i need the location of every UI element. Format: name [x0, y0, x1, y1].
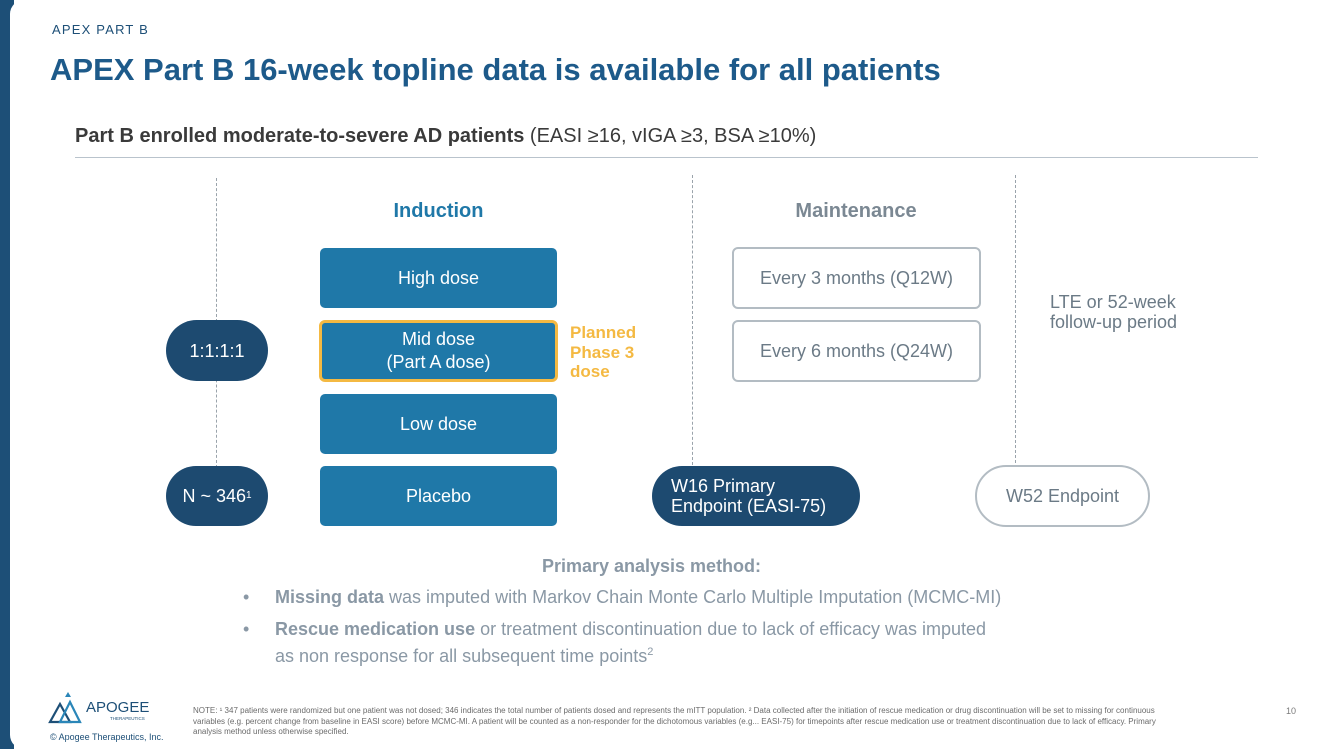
randomization-ratio-pill: 1:1:1:1 [166, 320, 268, 381]
bullet1-bold: Missing data [275, 587, 385, 607]
logo-subtext: THERAPEUTICS [110, 716, 145, 721]
maintenance-heading: Maintenance [795, 200, 917, 222]
q12w-label: Every 3 months (Q12W) [759, 267, 954, 288]
placebo-label: Placebo [405, 485, 472, 506]
page-title: APEX Part B 16-week topline data is avai… [50, 52, 941, 87]
w52-endpoint-pill: W52 Endpoint [975, 465, 1150, 527]
mid-dose-line2: (Part A dose) [386, 352, 491, 372]
planned-line2: Phase 3 [570, 342, 635, 362]
logo-wordmark: APOGEE [86, 699, 149, 716]
page-number: 10 [1286, 706, 1297, 716]
w16-line1: W16 Primary [671, 476, 776, 496]
randomization-ratio: 1:1:1:1 [189, 340, 245, 361]
planned-line1: Planned [570, 323, 637, 342]
q24w-label: Every 6 months (Q24W) [759, 340, 954, 361]
q24w-box: Every 6 months (Q24W) [732, 320, 981, 382]
analysis-bullet-missing-data: • Missing data was imputed with Markov C… [243, 586, 1002, 609]
copyright-text: © Apogee Therapeutics, Inc. [50, 732, 164, 742]
mid-dose-box: Mid dose (Part A dose) [319, 320, 558, 382]
subtitle-bold: Part B enrolled moderate-to-severe AD pa… [75, 125, 525, 147]
bullet-dot: • [243, 587, 250, 607]
bullet2-footnote: 2 [647, 646, 654, 658]
subtitle-criteria: (EASI ≥16, vIGA ≥3, BSA ≥10%) [524, 125, 817, 147]
planned-line3: dose [570, 362, 610, 381]
bullet2-line2: as non response for all subsequent time … [275, 641, 986, 668]
timeline-divider-w16 [692, 175, 693, 465]
bullet2-line2-text: as non response for all subsequent time … [275, 646, 648, 666]
analysis-bullet-rescue-medication: • Rescue medication use or treatment dis… [243, 618, 986, 668]
w52-endpoint-label: W52 Endpoint [1005, 486, 1120, 506]
placebo-box: Placebo [320, 466, 557, 526]
bullet2-text: or treatment discontinuation due to lack… [475, 619, 987, 639]
bullet2-bold: Rescue medication use [275, 619, 476, 639]
w16-primary-endpoint-pill: W16 Primary Endpoint (EASI-75) [652, 466, 860, 526]
q12w-box: Every 3 months (Q12W) [732, 247, 981, 309]
sample-size-text: N ~ 346 [182, 486, 246, 506]
bullet2-line1: Rescue medication use or treatment disco… [275, 618, 986, 641]
header-divider [75, 157, 1258, 158]
lte-followup-label: LTE or 52-week follow-up period [1050, 292, 1177, 332]
section-kicker: APEX PART B [52, 22, 150, 37]
high-dose-label: High dose [397, 267, 480, 288]
mid-dose-label: Mid dose (Part A dose) [386, 328, 490, 374]
w16-line2: Endpoint (EASI-75) [671, 496, 827, 516]
w16-endpoint-label: W16 Primary Endpoint (EASI-75) [671, 476, 826, 516]
lte-line1: LTE or 52-week [1050, 292, 1176, 312]
planned-phase3-dose-callout: Planned Phase 3 dose [570, 323, 636, 382]
footnote-text: NOTE: ¹ 347 patients were randomized but… [193, 706, 1156, 736]
lte-line2: follow-up period [1050, 312, 1178, 332]
low-dose-label: Low dose [399, 413, 478, 434]
apogee-logo: APOGEE THERAPEUTICS [48, 692, 149, 724]
primary-analysis-heading: Primary analysis method: [541, 556, 762, 576]
sample-size-pill: N ~ 346 1 [166, 466, 268, 526]
induction-heading: Induction [393, 200, 484, 222]
bullet1-text: was imputed with Markov Chain Monte Carl… [384, 587, 1002, 607]
enrollment-subtitle: Part B enrolled moderate-to-severe AD pa… [75, 125, 816, 148]
left-accent-band [0, 0, 24, 749]
high-dose-box: High dose [320, 248, 557, 308]
mid-dose-line1: Mid dose [401, 329, 476, 349]
timeline-divider-maintenance-end [1015, 175, 1016, 463]
low-dose-box: Low dose [320, 394, 557, 454]
bullet-dot: • [243, 619, 250, 639]
